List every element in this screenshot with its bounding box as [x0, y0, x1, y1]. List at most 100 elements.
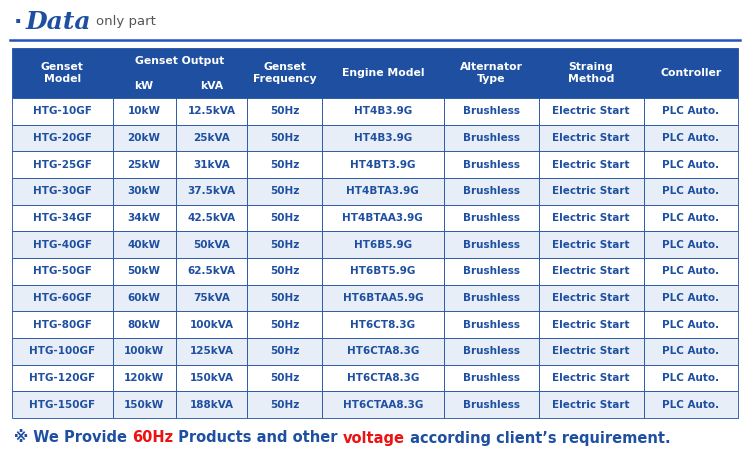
Text: ·: · [14, 12, 22, 32]
Bar [322, 124, 444, 151]
Text: Brushless: Brushless [463, 160, 520, 170]
Bar [248, 231, 322, 258]
Text: Products and other: Products and other [173, 431, 343, 446]
Text: 120kW: 120kW [124, 373, 164, 383]
Bar [176, 391, 248, 418]
Bar [644, 48, 738, 98]
Text: HTG-60GF: HTG-60GF [33, 293, 92, 303]
Text: Genset Output: Genset Output [135, 56, 224, 66]
Text: Electric Start: Electric Start [552, 266, 630, 276]
Text: PLC Auto.: PLC Auto. [662, 320, 719, 329]
Text: PLC Auto.: PLC Auto. [662, 160, 719, 170]
Bar [538, 391, 644, 418]
Bar [176, 151, 248, 178]
Bar [538, 48, 644, 98]
Bar [12, 258, 112, 285]
Bar [444, 258, 538, 285]
Text: Straing
Method: Straing Method [568, 62, 614, 84]
Bar [248, 365, 322, 391]
Text: HTG-40GF: HTG-40GF [33, 240, 92, 249]
Text: HT4B3.9G: HT4B3.9G [354, 106, 412, 117]
Bar [12, 231, 112, 258]
Text: Brushless: Brushless [463, 213, 520, 223]
Bar [322, 311, 444, 338]
Text: HT4BTA3.9G: HT4BTA3.9G [346, 186, 419, 197]
Bar [538, 285, 644, 311]
Text: PLC Auto.: PLC Auto. [662, 400, 719, 410]
Text: 50Hz: 50Hz [270, 213, 299, 223]
Bar [248, 124, 322, 151]
Bar [322, 285, 444, 311]
Text: PLC Auto.: PLC Auto. [662, 266, 719, 276]
Bar [248, 391, 322, 418]
Text: 125kVA: 125kVA [190, 346, 233, 356]
Text: Controller: Controller [660, 68, 722, 78]
Bar [12, 151, 112, 178]
Text: HT4BT3.9G: HT4BT3.9G [350, 160, 416, 170]
Bar [12, 124, 112, 151]
Text: 31kVA: 31kVA [193, 160, 230, 170]
Bar [444, 178, 538, 205]
Bar [538, 311, 644, 338]
Bar [176, 365, 248, 391]
Bar [444, 205, 538, 231]
Text: PLC Auto.: PLC Auto. [662, 213, 719, 223]
Text: HTG-50GF: HTG-50GF [33, 266, 92, 276]
Bar [322, 258, 444, 285]
Text: HTG-20GF: HTG-20GF [33, 133, 92, 143]
Text: HT4BTAA3.9G: HT4BTAA3.9G [343, 213, 423, 223]
Bar [444, 124, 538, 151]
Bar [538, 178, 644, 205]
Text: 42.5kVA: 42.5kVA [188, 213, 236, 223]
Bar [644, 258, 738, 285]
Text: HT4B3.9G: HT4B3.9G [354, 133, 412, 143]
Bar [176, 338, 248, 365]
Bar [444, 285, 538, 311]
Text: 60Hz: 60Hz [132, 431, 173, 446]
Bar [322, 48, 444, 98]
Bar [248, 178, 322, 205]
Text: Brushless: Brushless [463, 346, 520, 356]
Bar [112, 151, 176, 178]
Bar [12, 365, 112, 391]
Text: Brushless: Brushless [463, 320, 520, 329]
Text: 62.5kVA: 62.5kVA [188, 266, 236, 276]
Bar [112, 48, 248, 74]
Bar [644, 178, 738, 205]
Bar [248, 98, 322, 124]
Bar [112, 74, 176, 98]
Bar [644, 98, 738, 124]
Text: PLC Auto.: PLC Auto. [662, 240, 719, 249]
Bar [322, 205, 444, 231]
Bar [644, 311, 738, 338]
Text: HT6CTAA8.3G: HT6CTAA8.3G [343, 400, 423, 410]
Text: HT6CT8.3G: HT6CT8.3G [350, 320, 416, 329]
Text: Electric Start: Electric Start [552, 240, 630, 249]
Text: 50Hz: 50Hz [270, 240, 299, 249]
Text: PLC Auto.: PLC Auto. [662, 186, 719, 197]
Text: PLC Auto.: PLC Auto. [662, 373, 719, 383]
Text: voltage: voltage [343, 431, 405, 446]
Bar [112, 338, 176, 365]
Text: 150kW: 150kW [124, 400, 164, 410]
Bar [444, 391, 538, 418]
Text: Brushless: Brushless [463, 186, 520, 197]
Text: Electric Start: Electric Start [552, 373, 630, 383]
Bar [176, 285, 248, 311]
Bar [538, 124, 644, 151]
Bar [322, 365, 444, 391]
Text: PLC Auto.: PLC Auto. [662, 133, 719, 143]
Bar [644, 391, 738, 418]
Text: Electric Start: Electric Start [552, 133, 630, 143]
Bar [12, 178, 112, 205]
Bar [12, 285, 112, 311]
Bar [112, 311, 176, 338]
Text: Engine Model: Engine Model [341, 68, 424, 78]
Text: 50Hz: 50Hz [270, 106, 299, 117]
Text: Electric Start: Electric Start [552, 106, 630, 117]
Text: 100kW: 100kW [124, 346, 164, 356]
Text: 150kVA: 150kVA [190, 373, 233, 383]
Text: HTG-100GF: HTG-100GF [29, 346, 95, 356]
Bar [248, 338, 322, 365]
Bar [322, 178, 444, 205]
